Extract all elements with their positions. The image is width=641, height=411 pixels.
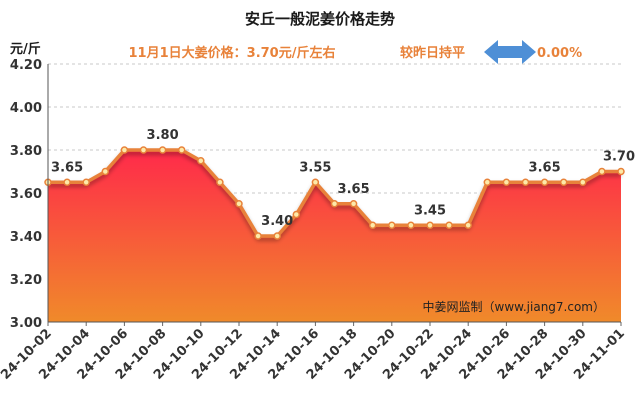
y-axis-unit: 元/斤 [10, 41, 41, 57]
data-label: 3.40 [261, 214, 293, 229]
change-percent: 0.00% [537, 46, 582, 61]
y-tick-label: 3.60 [10, 187, 42, 202]
data-label: 3.80 [147, 128, 179, 143]
price-summary: 11月1日大姜价格：3.70元/斤左右 [129, 45, 336, 61]
data-point [445, 221, 453, 229]
data-point [579, 178, 587, 186]
price-area [48, 148, 621, 322]
y-tick-label: 3.20 [10, 273, 42, 288]
data-label: 3.70 [603, 150, 635, 165]
data-label: 3.55 [299, 160, 331, 175]
axes [47, 64, 621, 323]
data-point [158, 146, 167, 154]
data-point [101, 167, 110, 176]
data-label: 3.65 [338, 182, 370, 197]
data-point [292, 210, 301, 219]
data-point [82, 178, 90, 186]
y-tick-label: 3.40 [10, 230, 42, 245]
data-point [197, 157, 205, 165]
data-point [407, 221, 415, 229]
data-point [63, 178, 71, 186]
data-point [502, 178, 511, 186]
data-point [254, 232, 262, 240]
data-markers [44, 146, 625, 240]
y-tick-label: 4.00 [10, 101, 42, 116]
data-point [177, 146, 186, 154]
data-point [368, 221, 377, 229]
data-point [540, 178, 549, 186]
data-point [330, 200, 339, 208]
data-point [598, 167, 606, 176]
chart-title: 安丘一般泥姜价格走势 [245, 10, 395, 28]
x-axis-ticks: 24-10-0224-10-0424-10-0624-10-0824-10-10… [0, 322, 628, 383]
data-point [311, 178, 320, 186]
data-point [464, 221, 472, 229]
data-point [139, 146, 148, 154]
data-point [349, 200, 358, 208]
y-tick-label: 3.80 [10, 144, 42, 159]
data-point [388, 221, 396, 229]
y-axis-ticks: 3.00 3.20 3.40 3.60 3.80 4.00 4.20 [10, 58, 42, 331]
data-point [617, 167, 625, 176]
data-labels: 3.65 3.80 3.40 3.55 3.65 3.45 3.65 3.70 [51, 128, 635, 229]
data-point [559, 178, 568, 186]
data-point [235, 200, 243, 208]
data-point [521, 178, 530, 186]
y-tick-label: 4.20 [10, 58, 42, 73]
compare-text: 较昨日持平 [400, 45, 465, 61]
y-tick-label: 3.00 [10, 316, 42, 331]
data-point [426, 221, 434, 229]
area-fill [48, 150, 621, 322]
data-point [120, 146, 129, 154]
data-point [483, 178, 492, 186]
data-label: 3.65 [529, 160, 561, 175]
double-arrow-icon [484, 40, 536, 64]
data-point [216, 178, 224, 186]
data-label: 3.65 [51, 160, 83, 175]
watermark: 中姜网监制（www.jiang7.com） [423, 299, 605, 314]
data-point [273, 232, 281, 240]
data-label: 3.45 [414, 203, 446, 218]
